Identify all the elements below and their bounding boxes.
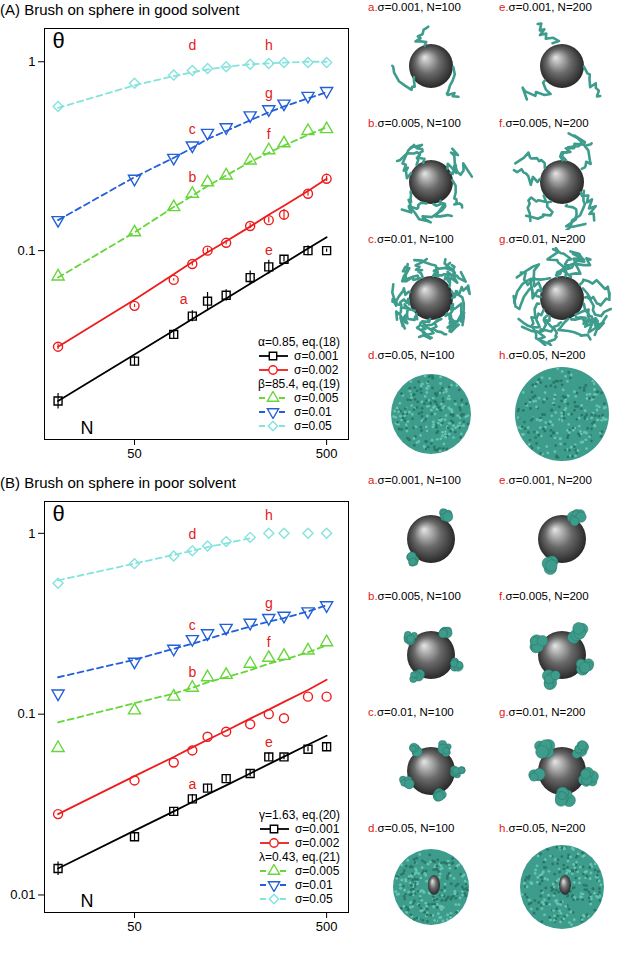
svg-text:b: b [188,169,196,185]
svg-text:e: e [265,734,273,750]
svg-text:f: f [267,634,271,650]
svg-text:b: b [188,664,196,680]
svg-text:N: N [81,418,94,438]
html-text:h. σ=0.05, N=200: h. σ=0.05, N=200 [499,349,586,361]
html-text:c. σ=0.01, N=100: c. σ=0.01, N=100 [368,233,454,245]
svg-text:N: N [81,891,94,911]
html-text:e. σ=0.001, N=200: e. σ=0.001, N=200 [499,1,592,13]
html-text:σ=0.01: σ=0.01 [294,878,333,892]
html-text:b. σ=0.005, N=100: b. σ=0.005, N=100 [368,590,461,602]
html-text:a. σ=0.001, N=100: a. σ=0.001, N=100 [368,474,461,486]
html-text:g. σ=0.01, N=200: g. σ=0.01, N=200 [499,233,586,245]
html-text:f. σ=0.005, N=200: f. σ=0.005, N=200 [499,117,589,129]
html-text:f. σ=0.005, N=200: f. σ=0.005, N=200 [499,590,589,602]
svg-text:0.1: 0.1 [17,243,35,258]
html-text:σ=0.05: σ=0.05 [294,892,333,906]
html-text:γ=1.63, eq.(20): γ=1.63, eq.(20) [258,808,340,822]
html-text:d. σ=0.05, N=100: d. σ=0.05, N=100 [368,822,455,834]
svg-text:1: 1 [28,54,35,69]
svg-text:θ: θ [53,501,65,526]
html-text:d. σ=0.05, N=100: d. σ=0.05, N=100 [368,349,455,361]
html-text:h. σ=0.05, N=200: h. σ=0.05, N=200 [499,822,586,834]
html-text:σ=0.002: σ=0.002 [294,363,339,377]
svg-text:c: c [189,617,196,633]
svg-text:a: a [188,776,196,792]
svg-text:h: h [265,37,273,53]
svg-text:0.01: 0.01 [10,887,35,902]
html-text:σ=0.005: σ=0.005 [294,864,340,878]
svg-text:h: h [265,507,273,523]
svg-text:e: e [265,242,273,258]
svg-text:50: 50 [127,919,141,934]
html-text:a. σ=0.001, N=100: a. σ=0.001, N=100 [368,1,461,13]
svg-text:g: g [265,85,273,101]
html-text:λ=0.43, eq.(21): λ=0.43, eq.(21) [258,850,340,864]
svg-text:f: f [267,126,271,142]
svg-text:d: d [188,37,196,53]
html-text:e. σ=0.001, N=200: e. σ=0.001, N=200 [499,474,592,486]
html-text:σ=0.05: σ=0.05 [294,419,332,433]
svg-text:0.1: 0.1 [17,706,35,721]
html-text:α=0.85, eq.(18): α=0.85, eq.(18) [258,335,340,349]
svg-text:a: a [180,291,188,307]
html-text:(A) Brush on sphere in good so: (A) Brush on sphere in good solvent [0,1,240,18]
html-text:σ=0.001: σ=0.001 [294,822,340,836]
svg-text:g: g [265,595,273,611]
html-text:σ=0.002: σ=0.002 [294,836,340,850]
svg-text:d: d [188,526,196,542]
html-text:c. σ=0.01, N=100: c. σ=0.01, N=100 [368,706,454,718]
svg-text:500: 500 [316,919,338,934]
svg-text:θ: θ [53,28,65,53]
svg-text:c: c [189,121,196,137]
html-text:(B) Brush on sphere in poor so: (B) Brush on sphere in poor solvent [0,474,236,491]
html-text:β=85.4, eq.(19): β=85.4, eq.(19) [258,377,340,391]
svg-text:50: 50 [127,446,141,461]
html-text:σ=0.001: σ=0.001 [294,349,339,363]
svg-text:1: 1 [28,526,35,541]
html-text:b. σ=0.005, N=100: b. σ=0.005, N=100 [368,117,461,129]
html-text:σ=0.005: σ=0.005 [294,391,339,405]
html-text:g. σ=0.01, N=200: g. σ=0.01, N=200 [499,706,586,718]
svg-text:500: 500 [316,446,338,461]
html-text:σ=0.01: σ=0.01 [294,405,332,419]
